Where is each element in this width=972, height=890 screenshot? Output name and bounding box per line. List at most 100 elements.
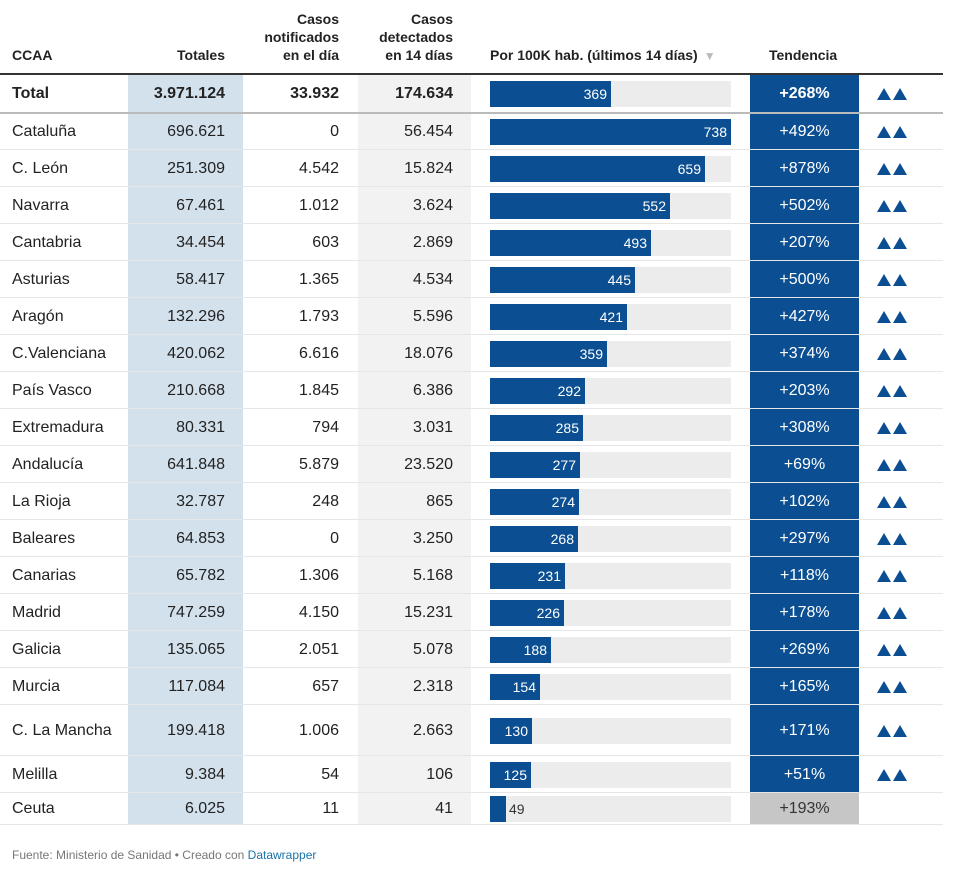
region-name: C. León xyxy=(12,159,69,177)
bar-value-label: 277 xyxy=(552,457,576,473)
detectados-value: 2.663 xyxy=(412,721,453,739)
bar-track: 49 xyxy=(490,796,731,822)
trend-up-double-icon xyxy=(877,372,917,409)
totales-value: 34.454 xyxy=(176,233,225,251)
bar xyxy=(490,193,670,219)
bar xyxy=(490,452,580,478)
bar-value-label: 493 xyxy=(623,235,647,251)
tendencia-cell-bg xyxy=(750,756,859,793)
notificados-value: 0 xyxy=(330,122,339,140)
tendencia-value: +269% xyxy=(779,640,830,658)
sort-descending-icon[interactable]: ▼ xyxy=(703,49,716,63)
tendencia-value: +308% xyxy=(779,418,830,436)
trend-up-double-icon xyxy=(877,113,917,150)
region-name: Ceuta xyxy=(12,800,55,817)
detectados-value: 3.624 xyxy=(412,196,453,214)
row-divider xyxy=(0,186,943,187)
header-tendencia[interactable]: Tendencia xyxy=(769,47,838,63)
table-row: Extremadura 80.331 794 3.031 285 +308% xyxy=(0,409,943,446)
tendencia-cell-bg xyxy=(750,631,859,668)
trend-up-double-icon xyxy=(877,520,917,557)
detectados-value: 56.454 xyxy=(404,122,453,140)
tendencia-cell-bg xyxy=(750,150,859,187)
region-name: Melilla xyxy=(12,765,58,783)
detectados-value: 15.824 xyxy=(404,159,453,177)
table-row: Andalucía 641.848 5.879 23.520 277 +69% xyxy=(0,446,943,483)
table-row: Baleares 64.853 0 3.250 268 +297% xyxy=(0,520,943,557)
region-name: Extremadura xyxy=(12,418,104,436)
detectados-value: 41 xyxy=(435,800,453,817)
tendencia-value: +102% xyxy=(779,492,830,510)
total-row: Total 3.971.124 33.932 174.634 369 +268% xyxy=(0,75,943,113)
row-divider xyxy=(0,593,943,594)
bar xyxy=(490,489,579,515)
table-row: Asturias 58.417 1.365 4.534 445 +500% xyxy=(0,261,943,298)
region-name: Asturias xyxy=(12,270,70,288)
bar xyxy=(490,796,506,822)
tendencia-value: +268% xyxy=(779,85,830,102)
tendencia-value: +165% xyxy=(779,677,830,695)
notificados-value: 5.879 xyxy=(298,455,339,473)
totales-value: 747.259 xyxy=(167,603,225,621)
notificados-value: 1.306 xyxy=(298,566,339,584)
tendencia-value: +427% xyxy=(779,307,830,325)
bar-track: 493 xyxy=(490,230,731,256)
header-ccaa[interactable]: CCAA xyxy=(12,47,53,63)
tendencia-cell-bg xyxy=(750,594,859,631)
tendencia-value: +502% xyxy=(779,196,830,214)
detectados-column-bg xyxy=(358,73,471,825)
tendencia-cell-bg xyxy=(750,793,859,825)
notificados-value: 33.932 xyxy=(290,85,339,102)
notificados-value: 1.793 xyxy=(298,307,339,325)
bar xyxy=(490,637,551,663)
totales-value: 199.418 xyxy=(167,721,225,739)
row-divider xyxy=(0,408,943,409)
bar-value-label: 231 xyxy=(537,568,561,584)
bar xyxy=(490,415,583,441)
detectados-value: 23.520 xyxy=(404,455,453,473)
row-divider xyxy=(0,824,943,825)
table-row: C. León 251.309 4.542 15.824 659 +878% xyxy=(0,150,943,187)
bar-value-label: 125 xyxy=(503,767,527,783)
bar-value-label: 188 xyxy=(523,642,547,658)
region-name: Galicia xyxy=(12,640,61,658)
totales-value: 117.084 xyxy=(168,677,225,695)
table-row: La Rioja 32.787 248 865 274 +102% xyxy=(0,483,943,520)
bar-value-label: 49 xyxy=(509,801,525,817)
datawrapper-link[interactable]: Datawrapper xyxy=(247,848,317,862)
bar-value-label: 285 xyxy=(555,420,579,436)
table-row: Cataluña 696.621 0 56.454 738 +492% xyxy=(0,113,943,150)
region-name: Aragón xyxy=(12,307,64,325)
bar-track: 445 xyxy=(490,267,731,293)
detectados-value: 2.869 xyxy=(412,233,453,251)
header-totales[interactable]: Totales xyxy=(177,47,225,63)
header-notificados-line-1: Casos xyxy=(296,11,339,27)
tendencia-value: +878% xyxy=(779,159,830,177)
tendencia-cell-bg xyxy=(750,483,859,520)
bar xyxy=(490,674,540,700)
bar-track: 659 xyxy=(490,156,731,182)
totales-value: 32.787 xyxy=(176,492,225,510)
bar xyxy=(490,526,578,552)
table-row: Madrid 747.259 4.150 15.231 226 +178% xyxy=(0,594,943,631)
trend-up-double-icon xyxy=(877,756,917,793)
header-detectados[interactable]: Casos detectados en 14 días xyxy=(358,10,453,64)
tendencia-cell-bg xyxy=(750,557,859,594)
tendencia-cell-bg xyxy=(750,187,859,224)
header-rule xyxy=(0,73,943,75)
region-name: Canarias xyxy=(12,566,77,584)
notificados-value: 1.012 xyxy=(298,196,339,214)
header-por100k[interactable]: Por 100K hab. (últimos 14 días) ▼ xyxy=(490,46,716,65)
header-notificados[interactable]: Casos notificados en el día xyxy=(243,10,339,64)
row-divider xyxy=(0,260,943,261)
table-row: Ceuta 6.025 11 41 49 +193% xyxy=(0,793,943,825)
tendencia-value: +203% xyxy=(779,381,830,399)
bar-track: 285 xyxy=(490,415,731,441)
row-divider xyxy=(0,704,943,705)
bar-value-label: 226 xyxy=(536,605,560,621)
notificados-value: 4.150 xyxy=(298,603,339,621)
bar-track: 154 xyxy=(490,674,731,700)
bar-value-label: 130 xyxy=(504,723,528,739)
totales-value: 135.065 xyxy=(167,640,225,658)
tendencia-cell-bg xyxy=(750,298,859,335)
